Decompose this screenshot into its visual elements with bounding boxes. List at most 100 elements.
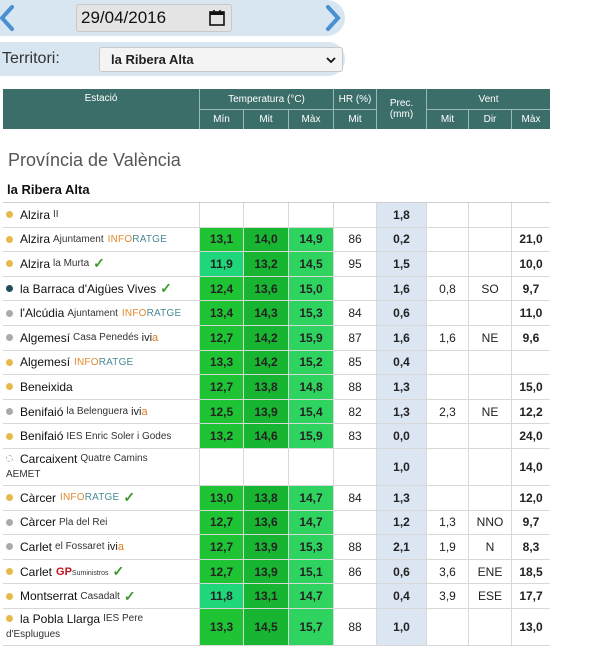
status-dot-icon: [6, 615, 13, 623]
cell-wmax: 15,0: [519, 379, 543, 394]
cell-tmax: 14,9: [289, 227, 334, 252]
cell-tmax: 15,3: [289, 301, 334, 325]
cell-tmit: 14,0: [244, 227, 289, 252]
date-input[interactable]: 29/04/2016: [76, 4, 232, 32]
cell-tmax: 14,7: [289, 584, 334, 608]
station-name-cell[interactable]: Càrcer INFORATGE ✓: [3, 485, 200, 510]
table-row[interactable]: Beneixida 12,7 13,8 14,8 88 1,3 15,0: [3, 375, 550, 400]
station-name-cell[interactable]: Carlet el Fossaret ivia: [3, 535, 200, 559]
table-header: Estació Temperatura (°C) Mín Mit Màx HR …: [3, 89, 550, 129]
table-row[interactable]: Algemesí INFORATGE 13,3 14,2 15,2 85 0,4: [3, 350, 550, 376]
station-name[interactable]: Alzira: [20, 232, 51, 247]
station-name-cell[interactable]: Algemesí Casa Penedés ivia: [3, 325, 200, 350]
station-subname: Quatre Camins: [80, 452, 148, 464]
cell-wmit: 1,3: [427, 510, 469, 535]
next-day-arrow-icon[interactable]: [322, 4, 344, 32]
cell-wmit: [427, 448, 469, 485]
station-subname: Ajuntament: [53, 233, 104, 245]
station-name[interactable]: Benifaió: [20, 404, 64, 419]
cell-wdir: [469, 375, 512, 399]
previous-day-arrow-icon[interactable]: [0, 4, 18, 32]
station-name-cell[interactable]: Alzira II: [3, 203, 200, 227]
table-row[interactable]: Benifaió la Belenguera ivia 12,5 13,9 15,4 82 1…: [3, 399, 550, 425]
station-name-cell[interactable]: Benifaió IES Enric Soler i Godes: [3, 424, 200, 448]
station-name[interactable]: Càrcer: [20, 515, 57, 530]
station-name-cell[interactable]: Carlet GPSuministros ✓: [3, 559, 200, 584]
station-subname: Casa Penedés: [73, 332, 139, 344]
table-row[interactable]: Alzira la Murta ✓ 11,9 13,2 14,5 95 1,5 10,0: [3, 252, 550, 277]
status-dot-icon: [6, 408, 13, 416]
table-row[interactable]: Carlet el Fossaret ivia 12,7 13,9 15,3 88 2,1 1,…: [3, 535, 550, 560]
station-name-cell[interactable]: Alzira Ajuntament INFORATGE: [3, 227, 200, 252]
table-row[interactable]: Benifaió IES Enric Soler i Godes 13,2 14,6 1…: [3, 424, 550, 449]
verified-check-icon: ✓: [160, 280, 172, 297]
table-row[interactable]: Càrcer INFORATGE ✓ 13,0 13,8 14,7 84 1,3 12,0: [3, 485, 550, 511]
territory-select[interactable]: la Ribera Alta: [99, 47, 343, 72]
table-row[interactable]: la Barraca d'Aigües Vives ✓ 12,4 13,6 15,0 1,…: [3, 276, 550, 302]
cell-wmit: 3,6: [427, 559, 469, 584]
cell-tmin: 11,8: [200, 584, 244, 608]
station-name-cell[interactable]: Alzira la Murta ✓: [3, 252, 200, 276]
calendar-icon[interactable]: [208, 9, 226, 27]
station-name-cell[interactable]: Carcaixent Quatre Camins AEMET: [3, 448, 200, 485]
table-row[interactable]: Alzira Ajuntament INFORATGE 13,1 14,0 14,9 86 0…: [3, 227, 550, 253]
station-name[interactable]: l'Alcúdia: [20, 306, 65, 321]
station-name[interactable]: Algemesí: [20, 330, 71, 345]
station-name-cell[interactable]: Algemesí INFORATGE: [3, 350, 200, 375]
cell-tmit: [244, 448, 289, 485]
cell-tmin: [200, 448, 244, 485]
station-name-cell[interactable]: la Pobla Llarga IES Pere d'Esplugues: [3, 608, 200, 645]
station-name[interactable]: Montserrat: [20, 589, 78, 604]
cell-tmin: 12,7: [200, 325, 244, 350]
cell-prec: 1,6: [377, 325, 427, 350]
station-name[interactable]: Càrcer: [20, 490, 57, 505]
table-row[interactable]: Alzira II 1,8: [3, 203, 550, 228]
cell-wdir: [469, 448, 512, 485]
station-subname: Casadalt: [80, 590, 120, 602]
station-name[interactable]: Carlet: [20, 564, 53, 579]
station-name-cell[interactable]: Càrcer Pla del Rei: [3, 510, 200, 535]
station-name-cell[interactable]: l'Alcúdia Ajuntament INFORATGE: [3, 301, 200, 325]
territory-selected: la Ribera Alta: [111, 52, 194, 67]
station-name[interactable]: Beneixida: [20, 379, 73, 394]
station-subname-line2: AEMET: [6, 468, 41, 480]
cell-tmin: 11,9: [200, 252, 244, 276]
station-name[interactable]: Carlet: [20, 539, 53, 554]
cell-tmax: 15,0: [289, 276, 334, 301]
table-row[interactable]: Montserrat Casadalt ✓ 11,8 13,1 14,7 0,4 3,9 ESE…: [3, 584, 550, 609]
station-name-cell[interactable]: Benifaió la Belenguera ivia: [3, 399, 200, 424]
table-row[interactable]: la Pobla Llarga IES Pere d'Esplugues 13,3 14…: [3, 608, 550, 646]
station-name[interactable]: Alzira: [20, 256, 51, 271]
station-name-cell[interactable]: Beneixida: [3, 375, 200, 399]
station-name-cell[interactable]: Montserrat Casadalt ✓: [3, 584, 200, 608]
table-row[interactable]: Algemesí Casa Penedés ivia 12,7 14,2 15,9 87 1,…: [3, 325, 550, 351]
table-row[interactable]: Càrcer Pla del Rei 12,7 13,6 14,7 1,2 1,3 NNO 9,…: [3, 510, 550, 536]
table-row[interactable]: Carlet GPSuministros ✓ 12,7 13,9 15,1 86 0,6 3,6…: [3, 559, 550, 585]
cell-prec: 0,4: [377, 584, 427, 608]
inforatge-logo: INFORATGE: [74, 356, 134, 368]
station-name[interactable]: Benifaió: [20, 429, 64, 444]
station-subname-line2: d'Esplugues: [6, 628, 61, 640]
cell-wmax: 12,2: [519, 404, 543, 419]
header-wind-max: Màx: [512, 109, 550, 129]
table-row[interactable]: l'Alcúdia Ajuntament INFORATGE 13,4 14,3 15,3…: [3, 301, 550, 326]
divider: [3, 202, 550, 203]
station-subname: IES Pere: [103, 612, 144, 624]
station-name-cell[interactable]: la Barraca d'Aigües Vives ✓: [3, 276, 200, 301]
table-row[interactable]: Carcaixent Quatre Camins AEMET 1,0 14,0: [3, 448, 550, 486]
cell-wmax: [512, 203, 550, 227]
station-name[interactable]: Alzira: [20, 207, 51, 222]
cell-wmax: [512, 351, 550, 375]
cell-wmit: [427, 608, 469, 645]
status-dot-icon: [6, 211, 13, 219]
cell-tmin: 13,4: [200, 301, 244, 325]
cell-prec: 1,3: [377, 485, 427, 510]
station-name[interactable]: la Pobla Llarga: [20, 611, 101, 626]
cell-wdir: [469, 203, 512, 227]
cell-tmax: 15,4: [289, 399, 334, 424]
station-name[interactable]: Carcaixent: [20, 451, 78, 466]
cell-tmin: 12,5: [200, 399, 244, 424]
station-name[interactable]: Algemesí: [20, 355, 71, 370]
territory-filter: Territori: la Ribera Alta: [0, 42, 345, 76]
station-name[interactable]: la Barraca d'Aigües Vives: [20, 281, 157, 296]
